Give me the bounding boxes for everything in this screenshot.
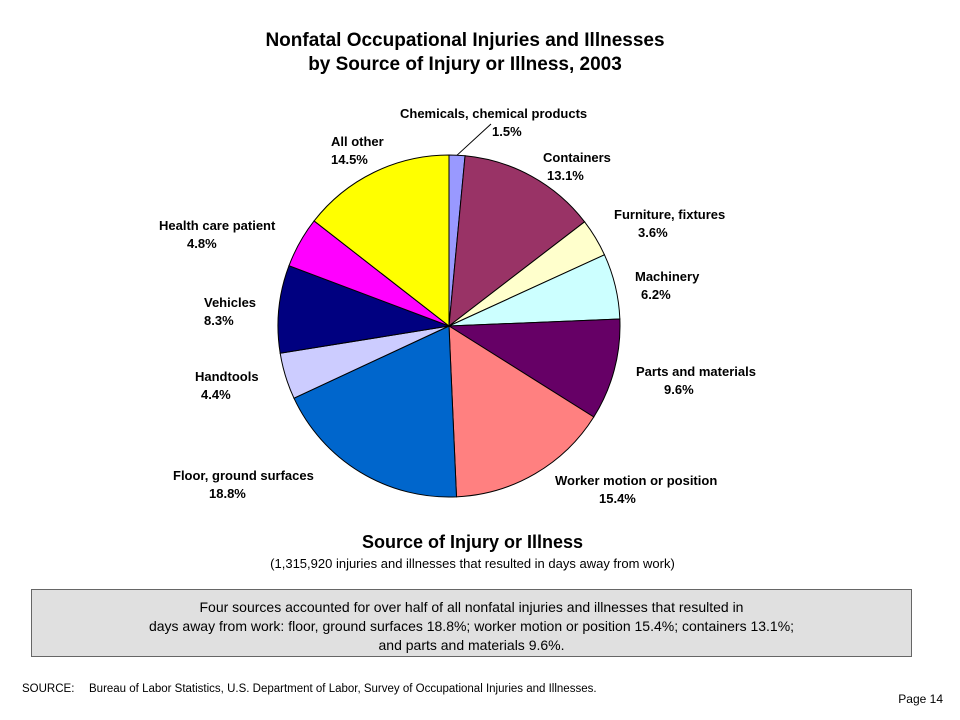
slice-value-label: 8.3% xyxy=(204,313,234,328)
page-number: Page 14 xyxy=(898,692,943,706)
slice-label: Parts and materials xyxy=(636,364,756,379)
chart-title-line-2: by Source of Injury or Illness, 2003 xyxy=(308,54,622,75)
slice-label: Health care patient xyxy=(159,218,276,233)
summary-line: days away from work: floor, ground surfa… xyxy=(148,618,795,634)
slice-label: Handtools xyxy=(195,369,259,384)
slice-label: All other xyxy=(331,134,384,149)
slice-label: Chemicals, chemical products xyxy=(400,106,587,121)
source-text: Bureau of Labor Statistics, U.S. Departm… xyxy=(89,683,597,695)
slice-label: Vehicles xyxy=(204,295,256,310)
leader-line xyxy=(456,123,492,156)
slice-value-label: 3.6% xyxy=(638,225,668,240)
chart-caption: (1,315,920 injuries and illnesses that r… xyxy=(270,556,675,571)
slice-value-label: 4.8% xyxy=(187,236,217,251)
slice-value-label: 9.6% xyxy=(664,382,694,397)
slice-value-label: 6.2% xyxy=(641,287,671,302)
slice-value-label: 4.4% xyxy=(201,387,231,402)
source-note: SOURCE: Bureau of Labor Statistics, U.S. … xyxy=(22,683,597,695)
pie-slice-all-other xyxy=(313,154,450,328)
slice-label: Furniture, fixtures xyxy=(614,207,725,222)
slice-label: Containers xyxy=(543,150,611,165)
pie-slice-floor-ground-surfaces xyxy=(293,325,458,498)
summary-box: Four sources accounted for over half of … xyxy=(31,589,912,657)
slice-label: Floor, ground surfaces xyxy=(173,468,314,483)
slice-value-label: 14.5% xyxy=(331,152,368,167)
slice-value-label: 15.4% xyxy=(599,491,636,506)
slice-label: Worker motion or position xyxy=(555,473,717,488)
pie-slice-parts-and-materials xyxy=(447,318,621,418)
summary-line: and parts and materials 9.6%. xyxy=(378,637,565,653)
slice-value-label: 13.1% xyxy=(547,168,584,183)
slice-value-label: 1.5% xyxy=(492,124,522,139)
pie-slice-containers xyxy=(448,155,586,328)
chart-title-line-1: Nonfatal Occupational Injuries and Illne… xyxy=(265,30,665,51)
slice-value-label: 18.8% xyxy=(209,486,246,501)
source-label: SOURCE: xyxy=(22,683,75,695)
pie-slice-worker-motion-or-position xyxy=(448,325,595,498)
slice-label: Machinery xyxy=(635,269,700,284)
pie-chart: Chemicals, chemical products 1.5% Containe… xyxy=(159,106,756,506)
pie-slice-vehicles xyxy=(277,265,451,354)
summary-line: Four sources accounted for over half of … xyxy=(199,599,744,615)
chart-subtitle: Source of Injury or Illness xyxy=(361,532,584,552)
